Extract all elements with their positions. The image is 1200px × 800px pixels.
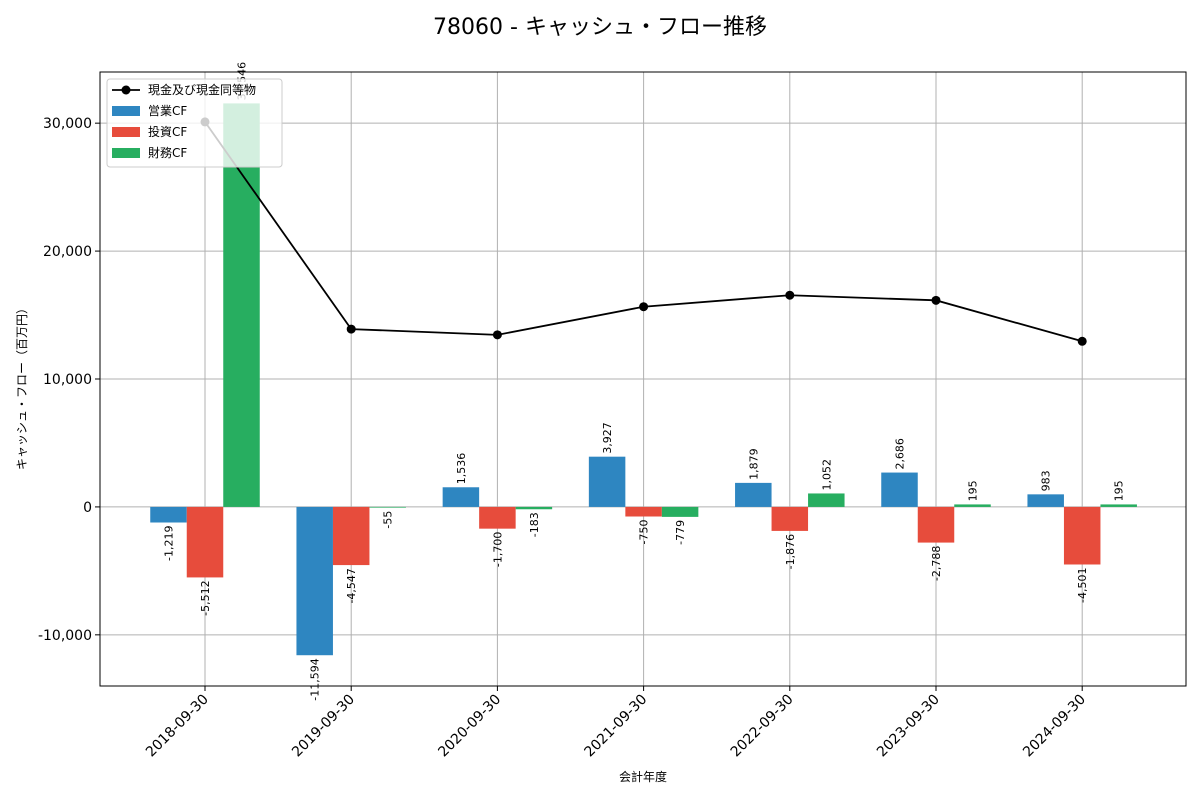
cash-point-6 [1077,336,1087,346]
y-tick-label-2: 10,000 [43,372,92,388]
bar-1-2 [479,506,516,529]
bar-2-0 [223,103,260,507]
y-axis-label: キャッシュ・フロー（百万円） [15,302,29,470]
x-tick-label-1: 2019-09-30 [289,692,358,761]
bar-0-4 [735,482,772,507]
legend-line-marker [121,85,131,95]
x-tick-label-4: 2022-09-30 [728,692,797,761]
legend-swatch-0 [112,106,140,116]
y-ticks: -10,000 0 10,000 20,000 30,000 [38,116,100,644]
bar-0-6 [1027,494,1064,507]
bar-0-1 [296,506,333,656]
bar-label-2-1: -55 [382,511,395,529]
x-tick-label-6: 2024-09-30 [1020,692,1089,761]
bar-label-0-0: -1,219 [163,526,176,561]
bar-2-1 [369,506,406,508]
bar-label-0-3: 3,927 [601,422,614,454]
bar-label-1-4: -1,876 [784,534,797,569]
bar-label-1-6: -4,501 [1076,567,1089,602]
bar-label-2-3: -779 [674,520,687,545]
x-axis-label: 会計年度 [619,769,667,784]
y-tick-label-0: -10,000 [38,628,92,644]
bar-label-2-6: 195 [1113,480,1126,501]
legend-item-cash: 現金及び現金同等物 [148,82,256,97]
bar-1-1 [332,506,370,566]
legend-item-1: 投資CF [148,124,187,139]
bar-1-6 [1063,506,1101,565]
grid-lines [100,72,1186,686]
cash-point-2 [492,330,502,340]
x-tick-label-0: 2018-09-30 [143,692,212,761]
bar-1-0 [186,506,224,578]
bar-2-3 [661,506,699,517]
bar-label-2-4: 1,052 [820,459,833,491]
bar-0-3 [588,456,626,507]
bar-1-4 [771,506,809,531]
bar-label-1-3: -750 [638,520,651,545]
x-tick-label-5: 2023-09-30 [874,692,943,761]
cash-point-1 [346,324,356,334]
bar-0-5 [881,472,918,507]
bar-label-0-6: 983 [1040,470,1053,491]
cash-point-4 [785,290,795,300]
bar-label-2-2: -183 [528,512,541,537]
bar-2-2 [515,506,553,510]
bar-1-5 [917,506,955,543]
x-ticks: 2018-09-30 2019-09-30 2020-09-30 2021-09-30… [143,686,1089,760]
bar-2-6 [1100,504,1137,507]
bars-group [150,103,1137,656]
x-tick-label-3: 2021-09-30 [582,692,651,761]
bar-label-0-1: -11,594 [309,658,322,700]
y-tick-label-3: 20,000 [43,244,92,260]
legend-swatch-1 [112,127,140,137]
legend-item-2: 財務CF [148,145,187,160]
bar-1-3 [625,506,662,517]
cash-point-3 [639,302,649,312]
bar-0-2 [442,487,480,507]
cash-point-5 [931,295,941,305]
bar-label-0-2: 1,536 [455,453,468,485]
bar-label-1-2: -1,700 [491,532,504,567]
y-tick-label-4: 30,000 [43,116,92,132]
bar-label-0-4: 1,879 [747,448,760,480]
bar-label-1-5: -2,788 [930,546,943,581]
y-tick-label-1: 0 [83,500,92,516]
bar-label-1-0: -5,512 [199,580,212,615]
legend-box [106,78,283,168]
bar-0-0 [150,506,187,523]
legend-swatch-2 [112,148,140,158]
bar-label-0-5: 2,686 [894,438,907,470]
bar-label-2-5: 195 [967,480,980,501]
bar-2-4 [808,493,845,507]
bar-label-1-1: -4,547 [345,568,358,603]
bar-2-5 [954,504,991,507]
chart-title: 78060 - キャッシュ・フロー推移 [433,15,767,40]
legend-item-0: 営業CF [148,104,187,118]
x-tick-label-2: 2020-09-30 [435,692,504,761]
